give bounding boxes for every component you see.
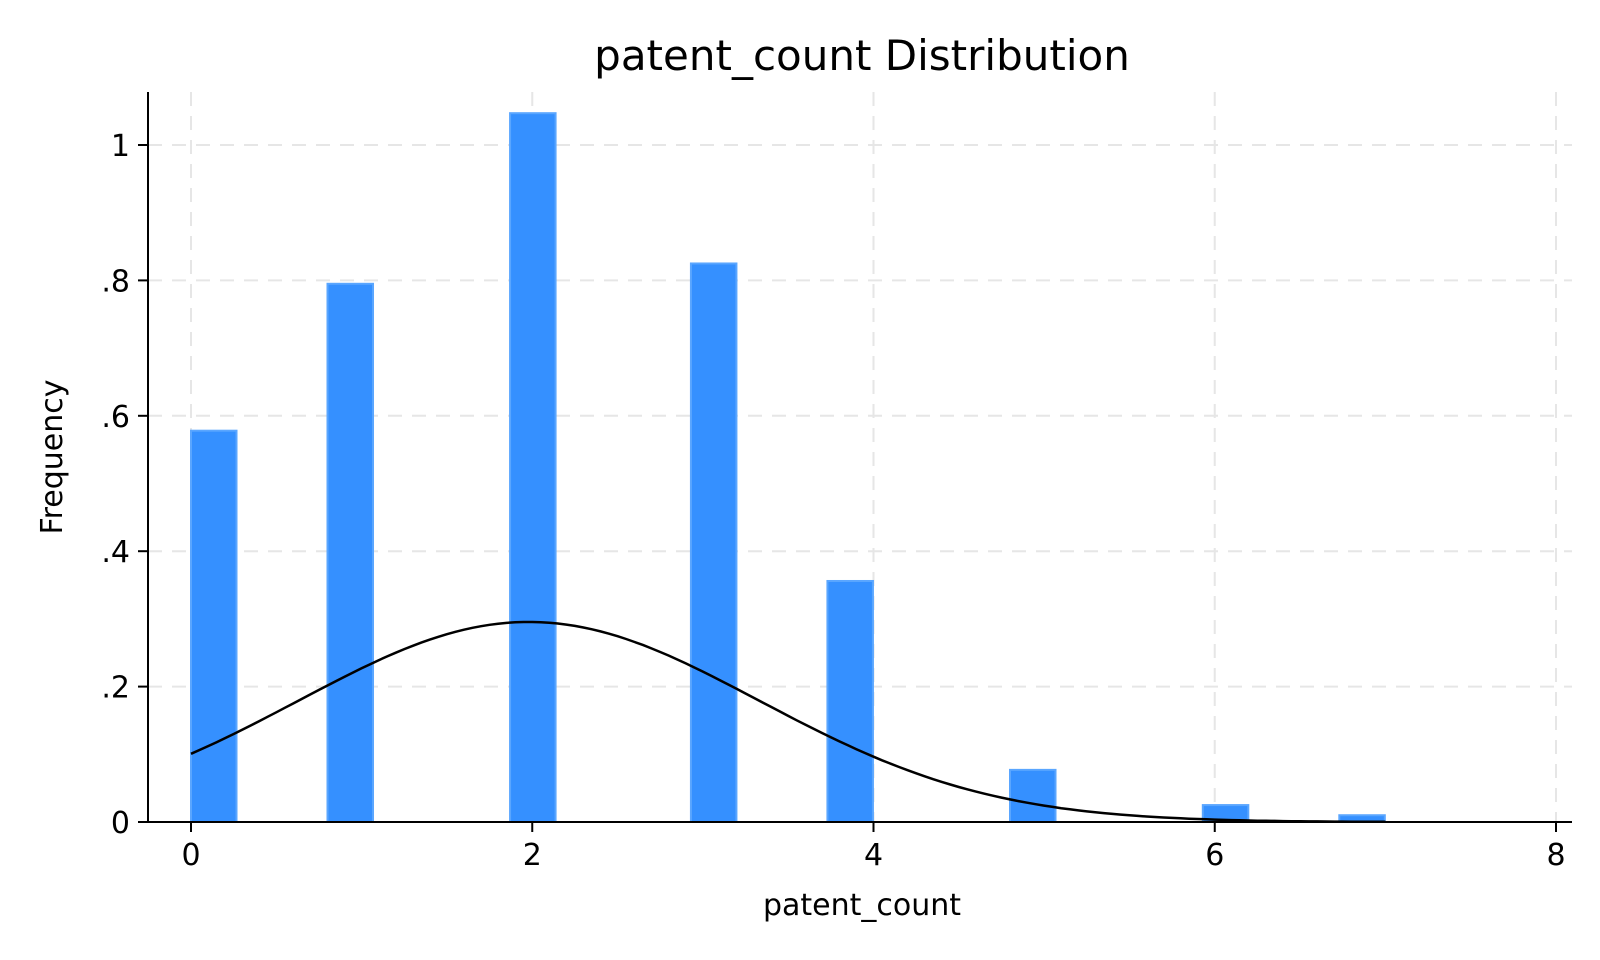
- x-tick-label-0: 0: [181, 838, 200, 873]
- y-tick-label-2: .4: [101, 535, 130, 570]
- y-tick-label-0: 0: [111, 806, 130, 841]
- y-tick-label-4: .8: [101, 264, 130, 299]
- x-axis-label: patent_count: [763, 888, 961, 923]
- y-tick-label-1: .2: [101, 671, 130, 706]
- density-curve-layer: [190, 620, 1386, 824]
- density-curve: [190, 620, 1386, 824]
- histogram-bar-3: [689, 262, 738, 824]
- histogram-bar-5: [1009, 768, 1057, 823]
- y-tick-label-5: 1: [111, 129, 130, 164]
- chart-title: patent_count Distribution: [594, 31, 1130, 80]
- x-tick-label-1: 2: [523, 838, 542, 873]
- y-axis-label: Frequency: [35, 380, 70, 535]
- histogram-bar-4: [826, 579, 874, 823]
- ticks-layer: 0 2 4 6 8 0 .2 .4 .6 .8 1: [101, 129, 1565, 873]
- y-tick-label-3: .6: [101, 400, 130, 435]
- histogram-bar-1: [326, 282, 375, 824]
- x-tick-label-4: 8: [1546, 838, 1565, 873]
- histogram-bar-0: [190, 429, 238, 823]
- x-tick-label-3: 6: [1205, 838, 1224, 873]
- x-tick-label-2: 4: [864, 838, 883, 873]
- histogram-bar-2: [509, 112, 557, 823]
- axes-layer: [147, 92, 1572, 823]
- bars-layer: [190, 112, 1386, 824]
